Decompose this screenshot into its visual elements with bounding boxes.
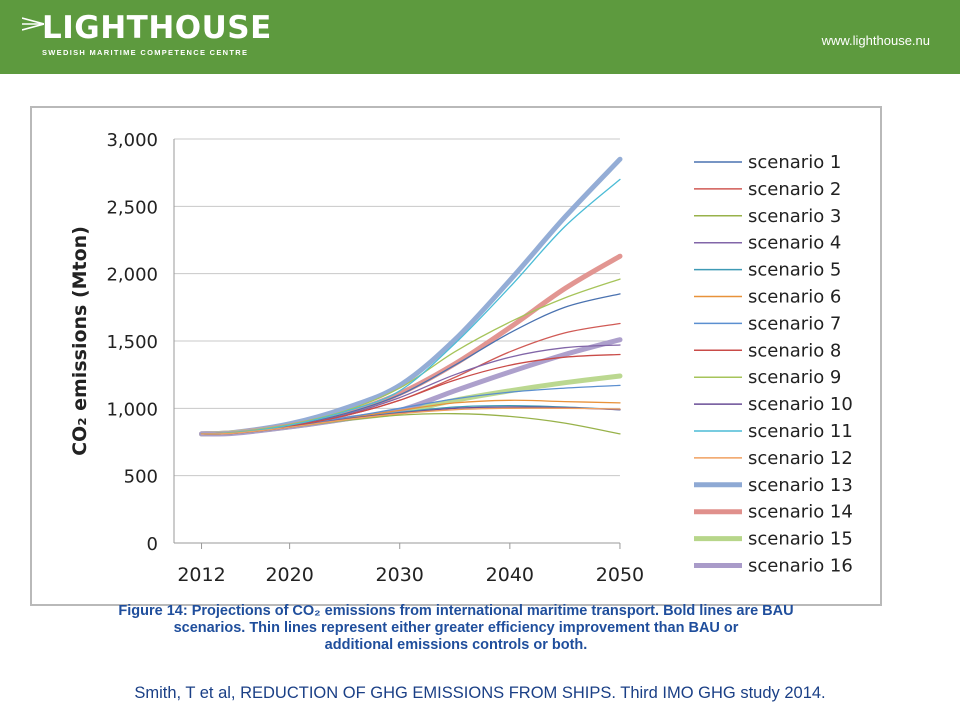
legend-label: scenario 10 [748, 394, 853, 415]
y-tick-label: 1,000 [106, 399, 158, 420]
y-tick-label: 500 [124, 467, 158, 488]
legend-label: scenario 12 [748, 448, 853, 469]
website-url[interactable]: www.lighthouse.nu [821, 33, 930, 48]
y-tick-label: 2,000 [106, 265, 158, 286]
y-tick-label: 1,500 [106, 332, 158, 353]
y-axis-label: CO₂ emissions (Mton) [69, 226, 91, 456]
legend-label: scenario 15 [748, 529, 853, 550]
legend-label: scenario 4 [748, 233, 841, 254]
x-tick-label: 2040 [486, 564, 534, 586]
x-tick-label: 2012 [177, 564, 225, 586]
series-line-scenario-11 [200, 178, 621, 435]
legend-label: scenario 13 [748, 475, 853, 496]
x-tick-label: 2020 [265, 564, 313, 586]
legend-label: scenario 2 [748, 179, 841, 200]
legend-label: scenario 14 [748, 502, 853, 523]
figure-frame: 0 500 1,000 1,500 2,000 2,500 3,000 2012 2020 203… [30, 106, 882, 606]
legend-label: scenario 16 [748, 556, 853, 577]
y-tick-label: 3,000 [106, 130, 158, 151]
legend-label: scenario 7 [748, 313, 841, 334]
legend-label: scenario 3 [748, 206, 841, 227]
lighthouse-beam-icon [22, 17, 44, 31]
caption-line: scenarios. Thin lines represent either g… [173, 620, 739, 636]
source-citation: Smith, T et al, REDUCTION OF GHG EMISSIO… [134, 684, 826, 702]
x-tick-label: 2030 [376, 564, 424, 586]
figure-caption: Figure 14: Projections of CO₂ emissions … [30, 603, 882, 654]
series-line-scenario-9 [200, 278, 621, 435]
x-tick-label: 2050 [596, 564, 644, 586]
y-tick-label: 2,500 [106, 197, 158, 218]
logo-subtitle: SWEDISH MARITIME COMPETENCE CENTRE [42, 48, 249, 57]
legend-label: scenario 5 [748, 260, 841, 281]
legend-label: scenario 9 [748, 367, 841, 388]
legend-label: scenario 6 [748, 287, 841, 308]
legend-label: scenario 8 [748, 340, 841, 361]
caption-line: additional emissions controls or both. [324, 637, 588, 653]
logo-wordmark: LIGHTHOUSE [42, 10, 272, 46]
caption-line: Figure 14: Projections of CO₂ emissions … [118, 603, 794, 619]
lighthouse-logo[interactable]: LIGHTHOUSE SWEDISH MARITIME COMPETENCE C… [22, 8, 271, 66]
legend-label: scenario 11 [748, 421, 853, 442]
y-tick-label: 0 [147, 534, 158, 555]
legend-label: scenario 1 [748, 152, 841, 173]
emissions-line-chart: 0 500 1,000 1,500 2,000 2,500 3,000 2012 2020 203… [69, 130, 853, 586]
header-bar: LIGHTHOUSE SWEDISH MARITIME COMPETENCE C… [0, 0, 960, 74]
series-line-scenario-12 [200, 407, 621, 435]
